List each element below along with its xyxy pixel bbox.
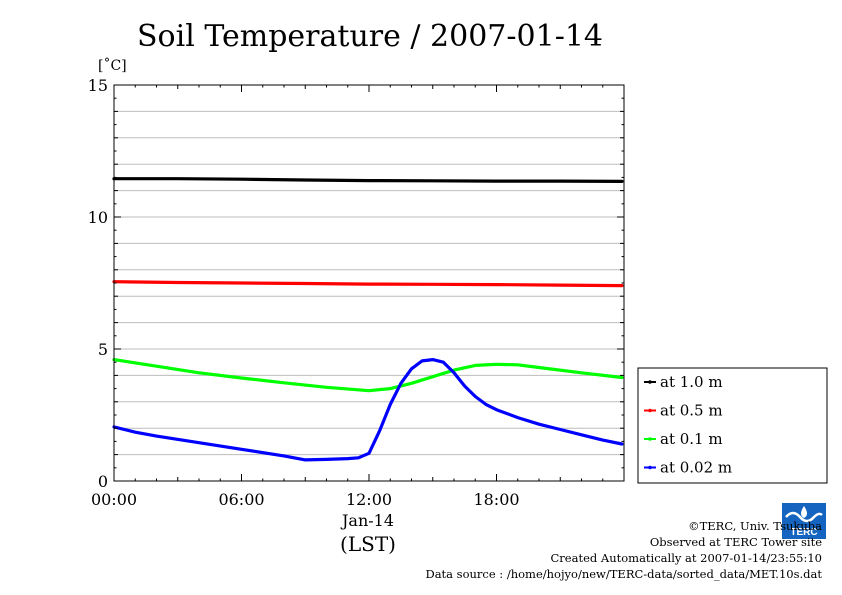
- x-tick-label: 06:00: [218, 490, 264, 509]
- terc-logo-icon: TERC: [782, 503, 826, 539]
- source-text: Data source : /home/hojyo/new/TERC-data/…: [425, 567, 822, 581]
- x-axis-date-label: Jan-14: [340, 511, 394, 530]
- legend-label: at 1.0 m: [660, 373, 723, 391]
- legend-marker: [648, 437, 652, 441]
- legend-box: [637, 367, 828, 484]
- legend-label: at 0.1 m: [660, 430, 723, 448]
- y-tick-label: 0: [98, 472, 108, 491]
- x-tick-label: 12:00: [346, 490, 392, 509]
- y-axis-unit: [˚C]: [98, 57, 127, 74]
- legend-marker: [648, 380, 652, 384]
- legend-label: at 0.02 m: [660, 459, 732, 477]
- legend: at 1.0 m at 0.5 m at 0.1 m at 0.02 m: [637, 367, 828, 484]
- chart-title: Soil Temperature / 2007-01-14: [137, 19, 603, 54]
- series-lines: [112, 177, 624, 462]
- series-line: [112, 358, 624, 393]
- y-tick-label: 5: [98, 340, 108, 359]
- grid-lines: [114, 110, 624, 456]
- x-axis-label: (LST): [340, 532, 396, 556]
- legend-marker: [648, 465, 652, 470]
- series-line: [112, 177, 624, 183]
- y-tick-label: 15: [88, 76, 108, 95]
- legend-marker: [648, 408, 652, 413]
- y-tick-label: 10: [88, 208, 108, 227]
- legend-label: at 0.5 m: [660, 402, 723, 420]
- credits-block: ©TERC, Univ. Tsukuba Observed at TERC To…: [425, 518, 822, 582]
- x-tick-label: 18:00: [473, 490, 519, 509]
- terc-logo: TERC: [782, 503, 826, 539]
- series-line: [112, 280, 624, 288]
- copyright-text: ©TERC, Univ. Tsukuba: [688, 519, 822, 533]
- series-line: [112, 358, 624, 462]
- x-tick-label: 00:00: [91, 490, 137, 509]
- logo-text: TERC: [790, 527, 817, 538]
- created-text: Created Automatically at 2007-01-14/23:5…: [550, 551, 823, 565]
- axis-ticks: 0 5 10 15 00:00 06:00 12:00 18:00: [88, 76, 625, 509]
- site-text: Observed at TERC Tower site: [649, 535, 822, 549]
